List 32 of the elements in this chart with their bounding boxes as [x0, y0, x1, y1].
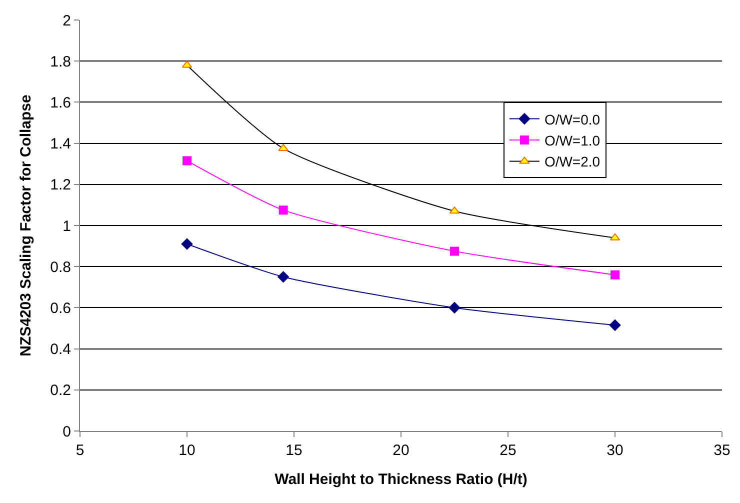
y-tick-label: 2: [62, 12, 71, 30]
point: [182, 156, 192, 166]
point: [278, 206, 288, 215]
x-tick-label: 25: [500, 442, 516, 459]
point: [609, 319, 621, 331]
point: [450, 246, 459, 256]
x-tick-label: 10: [178, 442, 196, 459]
x-axis-title: Wall Height to Thickness Ratio (H/t): [274, 471, 528, 488]
y-tick-label: 0.8: [50, 258, 71, 276]
point: [278, 271, 289, 283]
x-tick-label: 20: [392, 442, 410, 459]
y-tick-label: 0.2: [50, 382, 71, 400]
legend-label: O/W=2.0: [544, 154, 600, 170]
point: [278, 144, 288, 151]
legend-label: O/W=0.0: [544, 111, 600, 128]
point: [448, 302, 460, 314]
y-tick-label: 1: [62, 218, 71, 235]
x-tick-label: 35: [714, 442, 730, 459]
y-axis-title: NZS4203 Scaling Factor for Collapse: [17, 94, 34, 356]
x-tick-label: 5: [76, 442, 84, 459]
point: [181, 238, 193, 250]
y-tick-label: 1.4: [50, 136, 71, 153]
y-tick-label: 1.8: [50, 53, 71, 70]
y-tick-label: 0.6: [50, 300, 71, 317]
x-tick-label: 15: [286, 442, 302, 459]
y-tick-label: 1.2: [50, 176, 71, 194]
x-tick-label: 30: [606, 442, 624, 459]
point: [610, 270, 620, 280]
y-tick-label: 0.4: [50, 341, 71, 358]
legend-label: O/W=1.0: [544, 132, 600, 148]
y-tick-label: 0: [62, 423, 71, 440]
y-tick-label: 1.6: [50, 94, 71, 112]
